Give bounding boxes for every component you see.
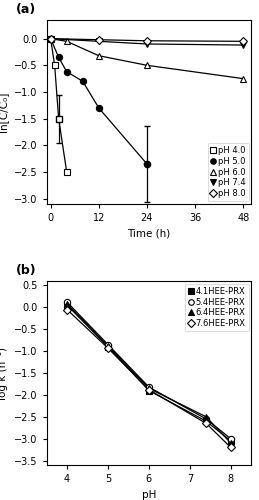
X-axis label: pH: pH xyxy=(142,490,156,500)
Text: (a): (a) xyxy=(16,2,36,16)
Legend: 4.1HEE-PRX, 5.4HEE-PRX, 6.4HEE-PRX, 7.6HEE-PRX: 4.1HEE-PRX, 5.4HEE-PRX, 6.4HEE-PRX, 7.6H… xyxy=(185,284,249,332)
Text: (b): (b) xyxy=(16,264,37,277)
Y-axis label: ln[C/C₀]: ln[C/C₀] xyxy=(0,92,8,132)
Y-axis label: log k (h⁻¹): log k (h⁻¹) xyxy=(0,346,8,400)
X-axis label: Time (h): Time (h) xyxy=(127,228,170,238)
Legend: pH 4.0, pH 5.0, pH 6.0, pH 7.4, pH 8.0: pH 4.0, pH 5.0, pH 6.0, pH 7.4, pH 8.0 xyxy=(208,143,249,202)
